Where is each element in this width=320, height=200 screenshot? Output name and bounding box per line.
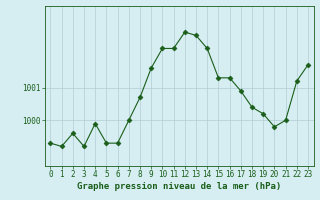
X-axis label: Graphe pression niveau de la mer (hPa): Graphe pression niveau de la mer (hPa) [77,182,281,191]
